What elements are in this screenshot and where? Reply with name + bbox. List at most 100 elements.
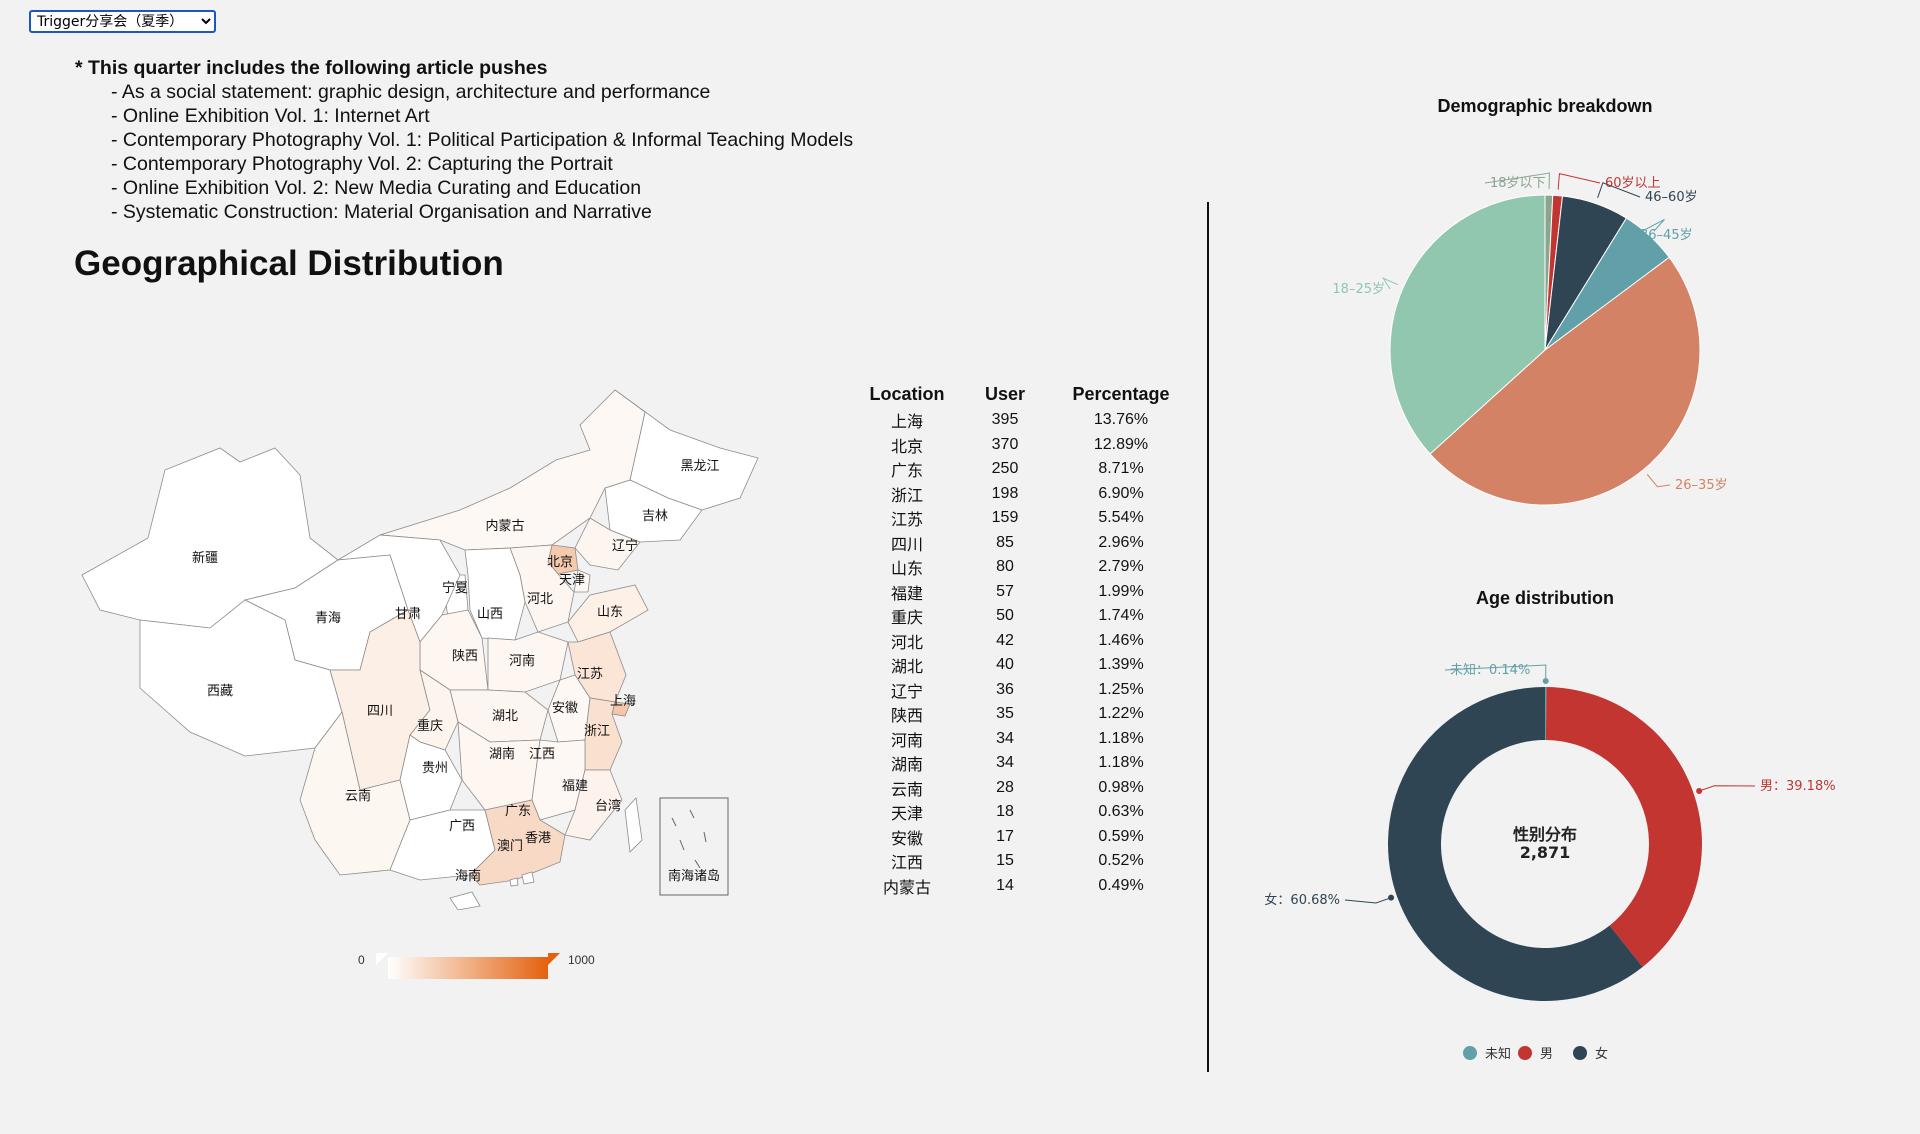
table-row: 山东 80 2.79% (855, 555, 1191, 580)
legend-swatch (1573, 1046, 1587, 1060)
percentage-cell: 0.52% (1098, 852, 1144, 870)
province-台湾[interactable] (624, 797, 643, 853)
province-label: 台湾 (595, 798, 621, 814)
legend-max-handle[interactable] (548, 953, 560, 965)
province-label: 北京 (547, 555, 573, 570)
table-row: 内蒙古 14 0.49% (855, 874, 1191, 899)
label-dot (1696, 788, 1703, 795)
province-label: 安徽 (552, 701, 578, 716)
user-cell: 250 (991, 460, 1019, 478)
donut-center-value: 2,871 (1520, 843, 1571, 862)
province-label: 江西 (529, 747, 555, 762)
province-label: 河南 (509, 653, 535, 669)
province-吉林[interactable] (604, 479, 703, 543)
gender-slice-0[interactable] (1545, 687, 1547, 741)
province-label: 广东 (505, 804, 531, 819)
province-label: 福建 (562, 779, 588, 794)
province-澳门[interactable] (509, 877, 519, 887)
percentage-cell: 5.54% (1098, 509, 1144, 527)
map-visual-legend: 0 1000 (340, 945, 610, 985)
user-cell: 40 (996, 656, 1014, 674)
user-cell: 36 (996, 680, 1014, 698)
table-row: 江苏 159 5.54% (855, 506, 1191, 531)
article-item: - Contemporary Photography Vol. 2: Captu… (111, 153, 613, 175)
article-list-lead: * This quarter includes the following ar… (75, 57, 548, 79)
article-list: * This quarter includes the following ar… (75, 56, 853, 224)
table-header-row: Location User Percentage (855, 380, 1191, 408)
legend-item[interactable]: 女 (1573, 1046, 1608, 1062)
label-dot (1542, 678, 1549, 685)
age-slice-4[interactable] (1429, 256, 1701, 506)
province-label: 西藏 (207, 684, 233, 699)
user-cell: 395 (991, 411, 1019, 429)
province-label: 黑龙江 (680, 459, 719, 474)
article-item: - Online Exhibition Vol. 2: New Media Cu… (111, 177, 642, 199)
label-line (1698, 785, 1756, 792)
legend-gradient-bar (388, 957, 548, 979)
table-row: 四川 85 2.96% (855, 531, 1191, 556)
table-row: 上海 395 13.76% (855, 408, 1191, 433)
location-cell: 北京 (890, 436, 923, 456)
province-贵州[interactable] (399, 734, 463, 821)
legend-min-handle[interactable] (376, 953, 388, 965)
province-label: 天津 (559, 573, 585, 588)
percentage-cell: 1.18% (1098, 729, 1144, 747)
percentage-cell: 2.96% (1098, 533, 1144, 551)
label-line (1381, 277, 1399, 290)
location-cell: 安徽 (890, 828, 923, 848)
location-cell: 江西 (890, 853, 923, 873)
percentage-cell: 6.90% (1098, 484, 1144, 502)
province-天津[interactable] (573, 569, 591, 593)
slice-label: 18岁以下 (1490, 176, 1546, 191)
province-香港[interactable] (521, 871, 535, 885)
province-label: 贵州 (422, 761, 448, 776)
location-cell: 浙江 (890, 485, 923, 505)
slice-label: 男：39.18% (1760, 779, 1836, 794)
geo-title: Geographical Distribution (74, 244, 504, 283)
table-row: 北京 370 12.89% (855, 433, 1191, 458)
legend-item[interactable]: 男 (1518, 1046, 1553, 1062)
province-label: 新疆 (192, 550, 218, 566)
location-cell: 湖北 (890, 657, 923, 677)
gender-slice-1[interactable] (1545, 687, 1702, 967)
legend-label: 未知 (1485, 1046, 1511, 1062)
article-item: - Contemporary Photography Vol. 1: Polit… (111, 129, 854, 151)
province-label: 山西 (477, 607, 503, 622)
slice-label: 46–60岁 (1645, 190, 1698, 205)
user-cell: 28 (996, 778, 1014, 796)
south-china-sea-inset (659, 797, 729, 896)
user-cell: 50 (996, 607, 1014, 625)
legend-swatch (1518, 1046, 1532, 1060)
table-row: 陕西 35 1.22% (855, 702, 1191, 727)
province-label: 浙江 (584, 724, 610, 739)
province-label: 广西 (449, 819, 475, 834)
table-row: 湖北 40 1.39% (855, 653, 1191, 678)
user-cell: 34 (996, 754, 1014, 772)
province-广东[interactable] (469, 799, 566, 886)
table-row: 天津 18 0.63% (855, 800, 1191, 825)
geo-table: Location User Percentage 上海 395 13.76% 北京 37… (855, 380, 1191, 898)
event-select[interactable]: Trigger分享会（夏季） (29, 10, 216, 33)
province-label: 四川 (367, 704, 393, 719)
label-line (1484, 172, 1550, 190)
legend-item[interactable]: 未知 (1463, 1046, 1511, 1062)
slice-label: 60岁以上 (1605, 176, 1661, 191)
province-label: 宁夏 (442, 580, 468, 596)
legend-max-label: 1000 (568, 953, 595, 967)
legend-label: 女 (1595, 1046, 1608, 1062)
percentage-cell: 1.99% (1098, 582, 1144, 600)
label-dot (1388, 894, 1395, 901)
age-slice-5[interactable] (1389, 194, 1546, 455)
gender-slice-2[interactable] (1388, 687, 1643, 1001)
article-item: - Online Exhibition Vol. 1: Internet Art (111, 105, 430, 127)
province-label: 云南 (345, 788, 371, 804)
user-cell: 370 (991, 435, 1019, 453)
province-海南[interactable] (449, 891, 481, 910)
percentage-cell: 0.59% (1098, 827, 1144, 845)
percentage-cell: 1.46% (1098, 631, 1144, 649)
province-label: 河北 (527, 592, 553, 607)
province-label: 南海诸岛 (668, 868, 720, 884)
